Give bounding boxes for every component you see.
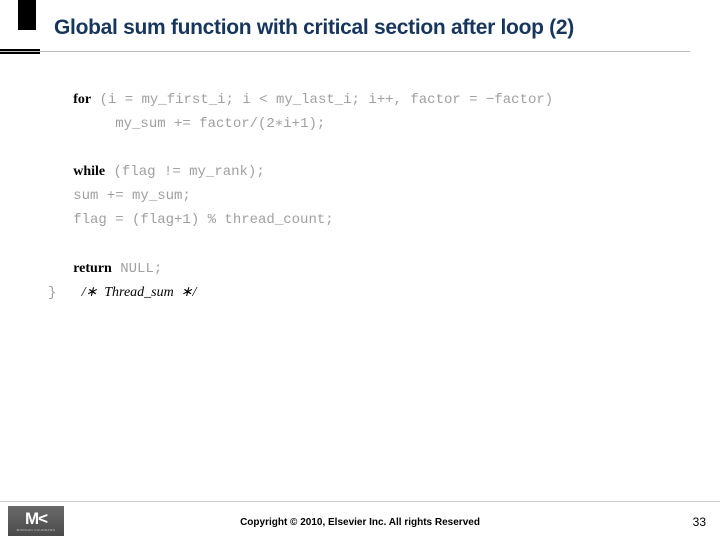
footer: M< MORGAN KAUFMANN Copyright © 2010, Els… [0, 502, 720, 540]
slide-title: Global sum function with critical sectio… [54, 16, 574, 40]
closing-brace: } [48, 285, 82, 301]
code-line-5: flag = (flag+1) % thread_count; [48, 212, 334, 228]
logo-subtext: MORGAN KAUFMANN [17, 528, 56, 532]
accent-bar [18, 0, 36, 30]
code-line-1: (i = my_first_i; i < my_last_i; i++, fac… [91, 92, 553, 108]
code-line-6: NULL; [112, 261, 162, 277]
code-line-3: (flag != my_rank); [105, 164, 265, 180]
page-number: 33 [693, 515, 706, 529]
keyword-return: return [73, 261, 112, 276]
code-line-4: sum += my_sum; [48, 188, 191, 204]
keyword-while: while [73, 164, 105, 179]
slide-container: Global sum function with critical sectio… [0, 0, 720, 540]
keyword-for: for [73, 92, 91, 107]
copyright-text: Copyright © 2010, Elsevier Inc. All righ… [0, 517, 720, 528]
code-block: for (i = my_first_i; i < my_last_i; i++,… [48, 88, 688, 306]
code-comment: /∗ Thread_sum ∗/ [82, 285, 197, 300]
title-underline [0, 51, 690, 52]
code-line-2: my_sum += factor/(2∗i+1); [48, 116, 325, 132]
